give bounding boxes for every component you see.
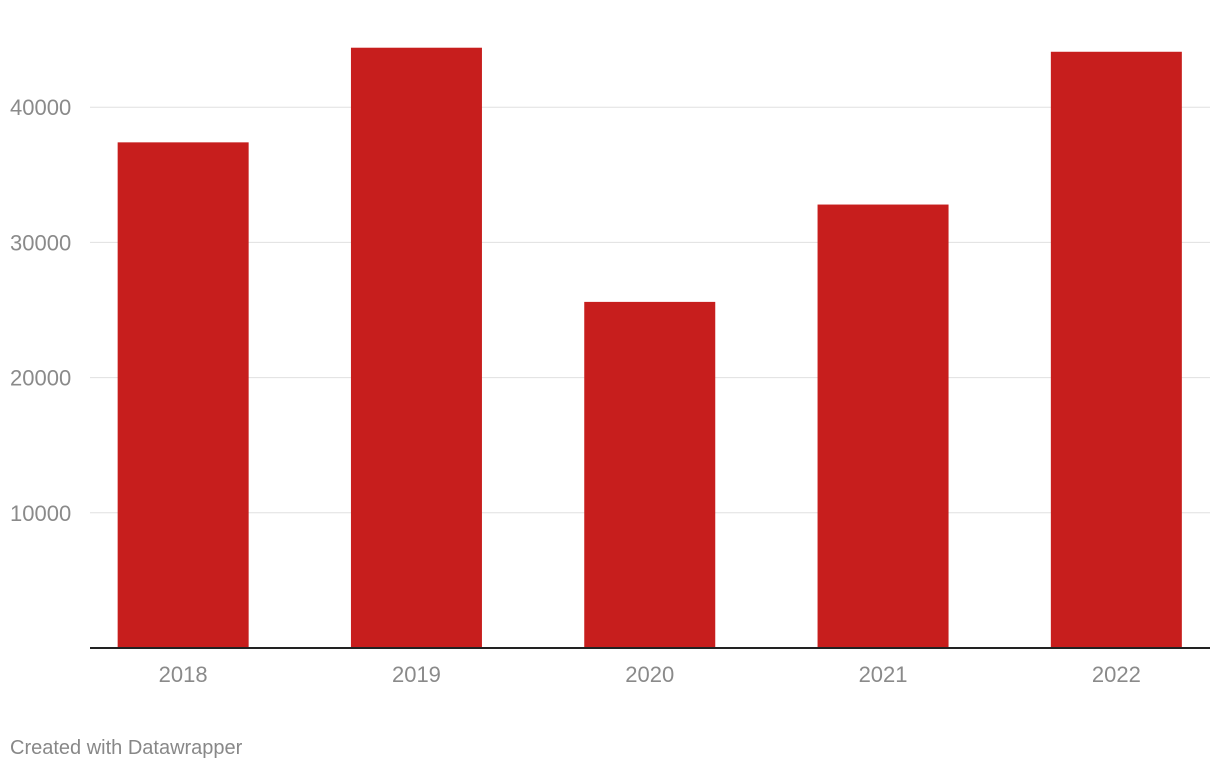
y-tick-label: 30000: [10, 230, 71, 255]
bar: [117, 142, 249, 649]
bar: [817, 204, 949, 648]
x-tick-label: 2022: [1092, 662, 1141, 687]
y-tick-label: 40000: [10, 95, 71, 120]
x-tick-label: 2021: [859, 662, 908, 687]
y-tick-label: 20000: [10, 366, 71, 391]
bar: [1050, 51, 1182, 648]
y-tick-label: 10000: [10, 501, 71, 526]
credit: Created with Datawrapper: [10, 737, 243, 759]
bar: [350, 47, 482, 649]
x-tick-label: 2019: [392, 662, 441, 687]
bar: [584, 301, 716, 648]
x-tick-label: 2018: [159, 662, 208, 687]
x-tick-label: 2020: [625, 662, 674, 687]
